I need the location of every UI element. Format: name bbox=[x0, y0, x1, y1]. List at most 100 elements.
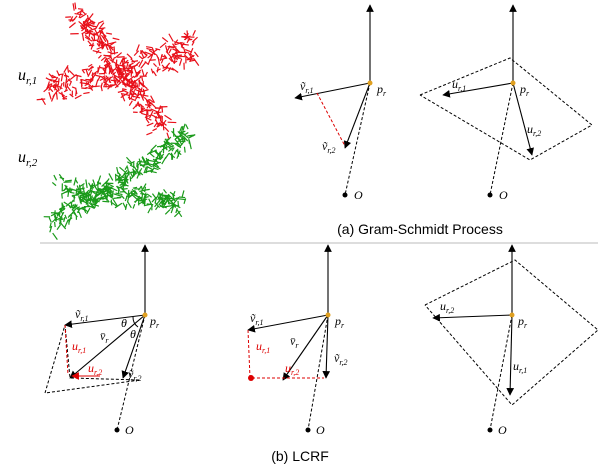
feature-arrow bbox=[79, 212, 81, 218]
math-label: O bbox=[125, 423, 134, 437]
feature-arrow bbox=[169, 34, 173, 42]
feature-arrow bbox=[194, 52, 198, 57]
math-label: O bbox=[354, 188, 363, 202]
feature-arrow bbox=[139, 56, 143, 59]
red-point bbox=[248, 375, 254, 381]
feature-arrow bbox=[165, 210, 170, 215]
label-sub: r,2 bbox=[133, 374, 141, 383]
feature-arrow bbox=[99, 21, 103, 23]
feature-arrow bbox=[146, 132, 152, 134]
point-pr bbox=[511, 81, 516, 86]
feature-arrow bbox=[122, 94, 129, 96]
feature-arrow bbox=[137, 82, 138, 88]
feature-arrow bbox=[193, 30, 196, 36]
label-main: p bbox=[519, 82, 526, 96]
feature-arrow bbox=[192, 37, 197, 42]
feature-arrow bbox=[106, 33, 112, 34]
caption-a: (a) Gram-Schmidt Process bbox=[337, 221, 503, 237]
label-sub: r,2 bbox=[94, 368, 102, 377]
feature-arrow bbox=[119, 76, 124, 77]
math-label: ur,2 bbox=[440, 299, 454, 315]
feature-arrow bbox=[65, 180, 72, 181]
feature-arrow bbox=[153, 71, 156, 76]
feature-arrow bbox=[69, 187, 70, 191]
math-label: ur,2 bbox=[285, 361, 299, 377]
feature-arrow bbox=[69, 82, 71, 86]
label-sub: r bbox=[295, 341, 299, 350]
feature-arrow bbox=[127, 54, 132, 59]
feature-arrow bbox=[151, 69, 153, 74]
math-label: θ bbox=[130, 327, 136, 341]
feature-arrow bbox=[37, 99, 46, 100]
feature-arrow bbox=[164, 189, 167, 193]
feature-arrow bbox=[138, 102, 139, 107]
dashed-line bbox=[420, 58, 592, 160]
feature-arrow bbox=[113, 38, 120, 40]
feature-arrow bbox=[95, 75, 102, 77]
label-sub: r,2 bbox=[446, 306, 454, 315]
feature-arrow bbox=[145, 187, 146, 192]
feature-arrow bbox=[97, 194, 101, 195]
label-sub: r,2 bbox=[339, 358, 347, 367]
label-main: u bbox=[18, 149, 26, 166]
math-label: ur,1 bbox=[18, 67, 37, 87]
math-label: ṽr,1 bbox=[250, 311, 264, 327]
feature-arrow bbox=[134, 51, 139, 56]
feature-arrow bbox=[82, 34, 83, 41]
dashed-line bbox=[490, 83, 513, 195]
feature-arrow bbox=[138, 162, 147, 163]
feature-arrow bbox=[156, 206, 159, 210]
feature-arrow bbox=[90, 78, 91, 84]
feature-arrow bbox=[76, 180, 78, 184]
feature-arrow bbox=[86, 69, 88, 75]
label-sub: r,2 bbox=[533, 129, 541, 138]
feature-arrow bbox=[76, 91, 77, 96]
feature-arrow bbox=[153, 63, 156, 66]
feature-arrow bbox=[160, 43, 166, 48]
feature-arrow bbox=[74, 177, 76, 185]
label-main: p bbox=[149, 314, 156, 328]
feature-arrow bbox=[106, 64, 107, 72]
math-label: ur,1 bbox=[256, 339, 270, 355]
math-label: ur,2 bbox=[527, 122, 541, 138]
feature-arrow bbox=[86, 179, 87, 187]
feature-arrow bbox=[123, 58, 127, 59]
feature-arrow bbox=[133, 204, 135, 208]
feature-arrow bbox=[76, 188, 77, 195]
feature-arrow bbox=[164, 127, 168, 132]
feature-arrow bbox=[70, 192, 75, 193]
figure: (a) Gram-Schmidt Process (b) LCRF ur,1ur… bbox=[0, 0, 598, 469]
feature-arrow bbox=[148, 59, 150, 65]
feature-arrow bbox=[149, 199, 153, 207]
feature-arrow bbox=[57, 224, 61, 229]
feature-arrow bbox=[169, 49, 171, 53]
point-o bbox=[488, 193, 493, 198]
label-sub: r,1 bbox=[80, 314, 88, 323]
feature-arrow bbox=[83, 92, 89, 93]
label-sub: r,1 bbox=[78, 346, 86, 355]
feature-arrow bbox=[162, 37, 168, 41]
feature-arrow bbox=[151, 145, 157, 151]
feature-arrow bbox=[128, 202, 132, 208]
feature-arrow bbox=[81, 28, 86, 29]
feature-arrow bbox=[159, 152, 160, 156]
feature-arrow bbox=[65, 220, 68, 228]
feature-arrow bbox=[68, 67, 69, 73]
label-sub: r,1 bbox=[458, 84, 466, 93]
label-sub: r,1 bbox=[26, 75, 37, 87]
math-label: pr bbox=[376, 82, 387, 98]
feature-arrow bbox=[151, 115, 155, 117]
feature-arrow bbox=[147, 123, 154, 126]
math-label: ur,1 bbox=[72, 339, 86, 355]
feature-arrow bbox=[49, 218, 51, 223]
math-label: pr bbox=[334, 314, 345, 330]
math-label: O bbox=[316, 423, 325, 437]
math-label: ur,2 bbox=[88, 361, 102, 377]
point-clouds bbox=[37, 3, 199, 240]
feature-arrow bbox=[64, 217, 65, 222]
feature-arrow bbox=[122, 84, 128, 85]
feature-arrow bbox=[178, 56, 185, 57]
feature-arrow bbox=[102, 201, 109, 202]
math-label: ur,2 bbox=[18, 149, 38, 169]
feature-arrow bbox=[189, 140, 191, 149]
